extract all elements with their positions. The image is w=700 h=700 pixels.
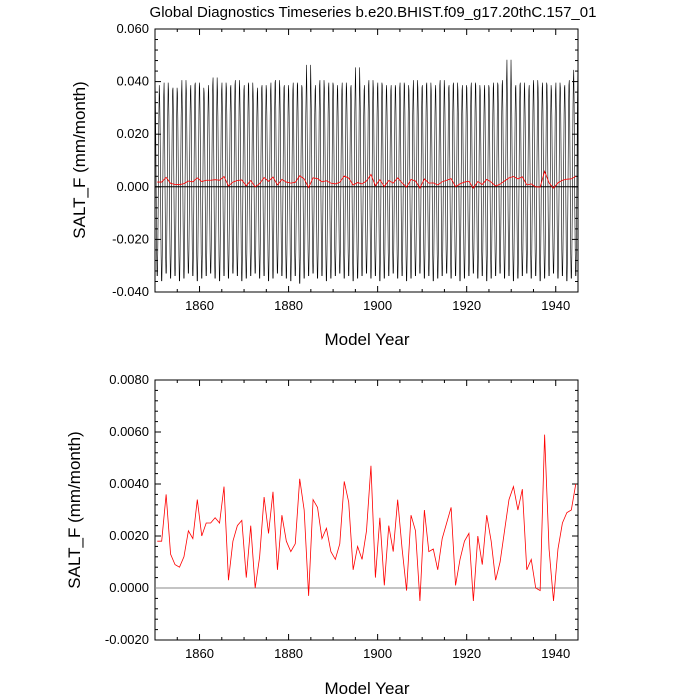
bottom-x-tick-label: 1920 (452, 646, 481, 661)
bottom-x-tick-label: 1900 (363, 646, 392, 661)
top-y-axis-label: SALT_F (mm/month) (70, 81, 89, 238)
top-panel: 1860 1880 1900 1920 1940 -0.040 -0.020 0.000 0.0… (70, 21, 579, 349)
top-annual-series-line (157, 170, 576, 189)
bottom-x-tick-label: 1880 (274, 646, 303, 661)
top-monthly-series-line (154, 59, 579, 284)
bottom-y-tick-label: -0.0020 (105, 632, 149, 647)
bottom-panel: 1860 1880 1900 1920 1940 -0.0020 0.0000 0.0020 0… (65, 372, 579, 698)
top-x-axis-label: Model Year (324, 330, 409, 349)
top-x-tick-label: 1880 (274, 298, 303, 313)
top-x-tick-label: 1860 (185, 298, 214, 313)
top-plot-frame (154, 28, 579, 293)
bottom-y-tick-label: 0.0040 (109, 476, 149, 491)
bottom-axis-ticks: 1860 1880 1900 1920 1940 -0.0020 0.0000 0.0020 0… (105, 372, 579, 661)
bottom-y-tick-label: 0.0060 (109, 424, 149, 439)
top-x-tick-label: 1900 (363, 298, 392, 313)
chart-title: Global Diagnostics Timeseries b.e20.BHIS… (150, 4, 597, 21)
top-axis-ticks: 1860 1880 1900 1920 1940 -0.040 -0.020 0.000 0.0… (112, 21, 579, 313)
bottom-y-tick-label: 0.0000 (109, 580, 149, 595)
top-x-tick-label: 1920 (452, 298, 481, 313)
top-y-tick-label: 0.020 (116, 126, 149, 141)
bottom-y-tick-label: 0.0020 (109, 528, 149, 543)
top-y-tick-label: 0.040 (116, 74, 149, 89)
top-x-tick-label: 1940 (541, 298, 570, 313)
bottom-x-tick-label: 1940 (541, 646, 570, 661)
bottom-annual-series-line (157, 434, 577, 602)
top-y-tick-label: -0.040 (112, 284, 149, 299)
bottom-y-axis-label: SALT_F (mm/month) (65, 431, 84, 588)
top-y-tick-label: 0.060 (116, 21, 149, 36)
bottom-y-tick-label: 0.0080 (109, 372, 149, 387)
top-y-tick-label: -0.020 (112, 231, 149, 246)
top-y-tick-label: 0.000 (116, 179, 149, 194)
bottom-plot-frame (154, 379, 579, 641)
bottom-x-tick-label: 1860 (185, 646, 214, 661)
bottom-x-axis-label: Model Year (324, 679, 409, 698)
